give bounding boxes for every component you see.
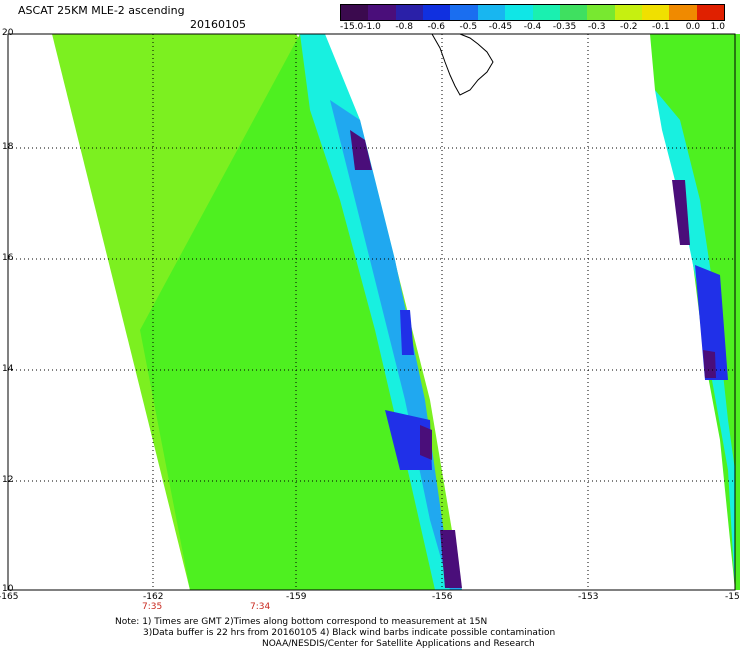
colorbar-tick-label: 1.0: [710, 22, 725, 32]
colorbar-swatch: [423, 5, 451, 20]
swath-main-purple-patch-1: [350, 130, 372, 170]
colorbar-tick-label: -0.1: [652, 22, 670, 32]
swath-right-green: [650, 34, 740, 590]
colorbar-tick-label: -1.0: [363, 22, 381, 32]
swath-right-purple-1: [672, 180, 690, 245]
latitude-label: 10: [2, 584, 14, 594]
swath-main-purple-patch-2: [420, 425, 432, 460]
swath-main-purple-patch-3: [440, 530, 462, 588]
colorbar-tick-label: -0.6: [427, 22, 446, 32]
swath-main-blue-strip: [400, 310, 414, 355]
colorbar-tick-label: -0.45: [488, 22, 513, 32]
time-label: 7:34: [250, 602, 271, 612]
colorbar-tick-label: -0.35: [552, 22, 577, 32]
colorbar-tick-label: 0.0: [685, 22, 701, 32]
swath-right-purple-2: [703, 350, 716, 378]
colorbar-swatch: [450, 5, 478, 20]
swath-main-green-inner: [140, 34, 450, 590]
longitude-label: -162: [143, 592, 164, 602]
longitude-label: -150: [725, 592, 740, 602]
colorbar-gradient: [340, 4, 725, 21]
colorbar-swatch: [559, 5, 588, 20]
colorbar-tick-label: -0.4: [523, 22, 542, 32]
time-label: 7:35: [142, 602, 163, 612]
colorbar-swatch: [368, 5, 396, 20]
colorbar-tick-label: -0.5: [459, 22, 478, 32]
latitude-label: 18: [2, 142, 14, 152]
colorbar-swatch: [395, 5, 424, 20]
colorbar-swatch: [669, 5, 697, 20]
longitude-label: -159: [286, 592, 307, 602]
longitude-label: -165: [0, 592, 19, 602]
colorbar-swatch: [477, 5, 506, 20]
colorbar-swatch: [505, 5, 533, 20]
latitude-label: 14: [2, 364, 14, 374]
colorbar-swatch: [614, 5, 642, 20]
island-outline: [431, 33, 494, 96]
latitude-label: 16: [2, 253, 14, 263]
colorbar-swatch: [341, 5, 369, 20]
colorbar-swatch: [641, 5, 670, 20]
colorbar-tick-label: -15.0: [340, 22, 364, 32]
latitude-label: 12: [2, 475, 14, 485]
chart-title: ASCAT 25KM MLE-2 ascending: [18, 4, 185, 17]
colorbar-swatch: [587, 5, 615, 20]
footnote-line-1: Note: 1) Times are GMT 2)Times along bot…: [115, 617, 488, 627]
longitude-label: -153: [578, 592, 599, 602]
plot-frame: [7, 33, 736, 591]
colorbar-tick-label: -0.2: [619, 22, 638, 32]
colorbar-tick-labels: -15.0 -1.0 -0.8 -0.6 -0.5 -0.45 -0.4 -0.35 -0.3 -…: [340, 22, 725, 32]
latitude-label: 20: [2, 28, 14, 38]
footnote-line-3: NOAA/NESDIS/Center for Satellite Applica…: [262, 639, 535, 649]
colorbar-tick-label: -0.3: [587, 22, 606, 32]
colorbar-swatch: [696, 5, 725, 20]
colorbar-tick-label: -0.8: [395, 22, 413, 32]
colorbar-swatch: [532, 5, 560, 20]
longitude-label: -156: [432, 592, 453, 602]
footnote-line-2: 3)Data buffer is 22 hrs from 20160105 4)…: [143, 628, 556, 638]
chart-date: 20160105: [190, 18, 246, 31]
colorbar-legend: -15.0 -1.0 -0.8 -0.6 -0.5 -0.45 -0.4 -0.35 -0.3 -…: [340, 4, 725, 32]
